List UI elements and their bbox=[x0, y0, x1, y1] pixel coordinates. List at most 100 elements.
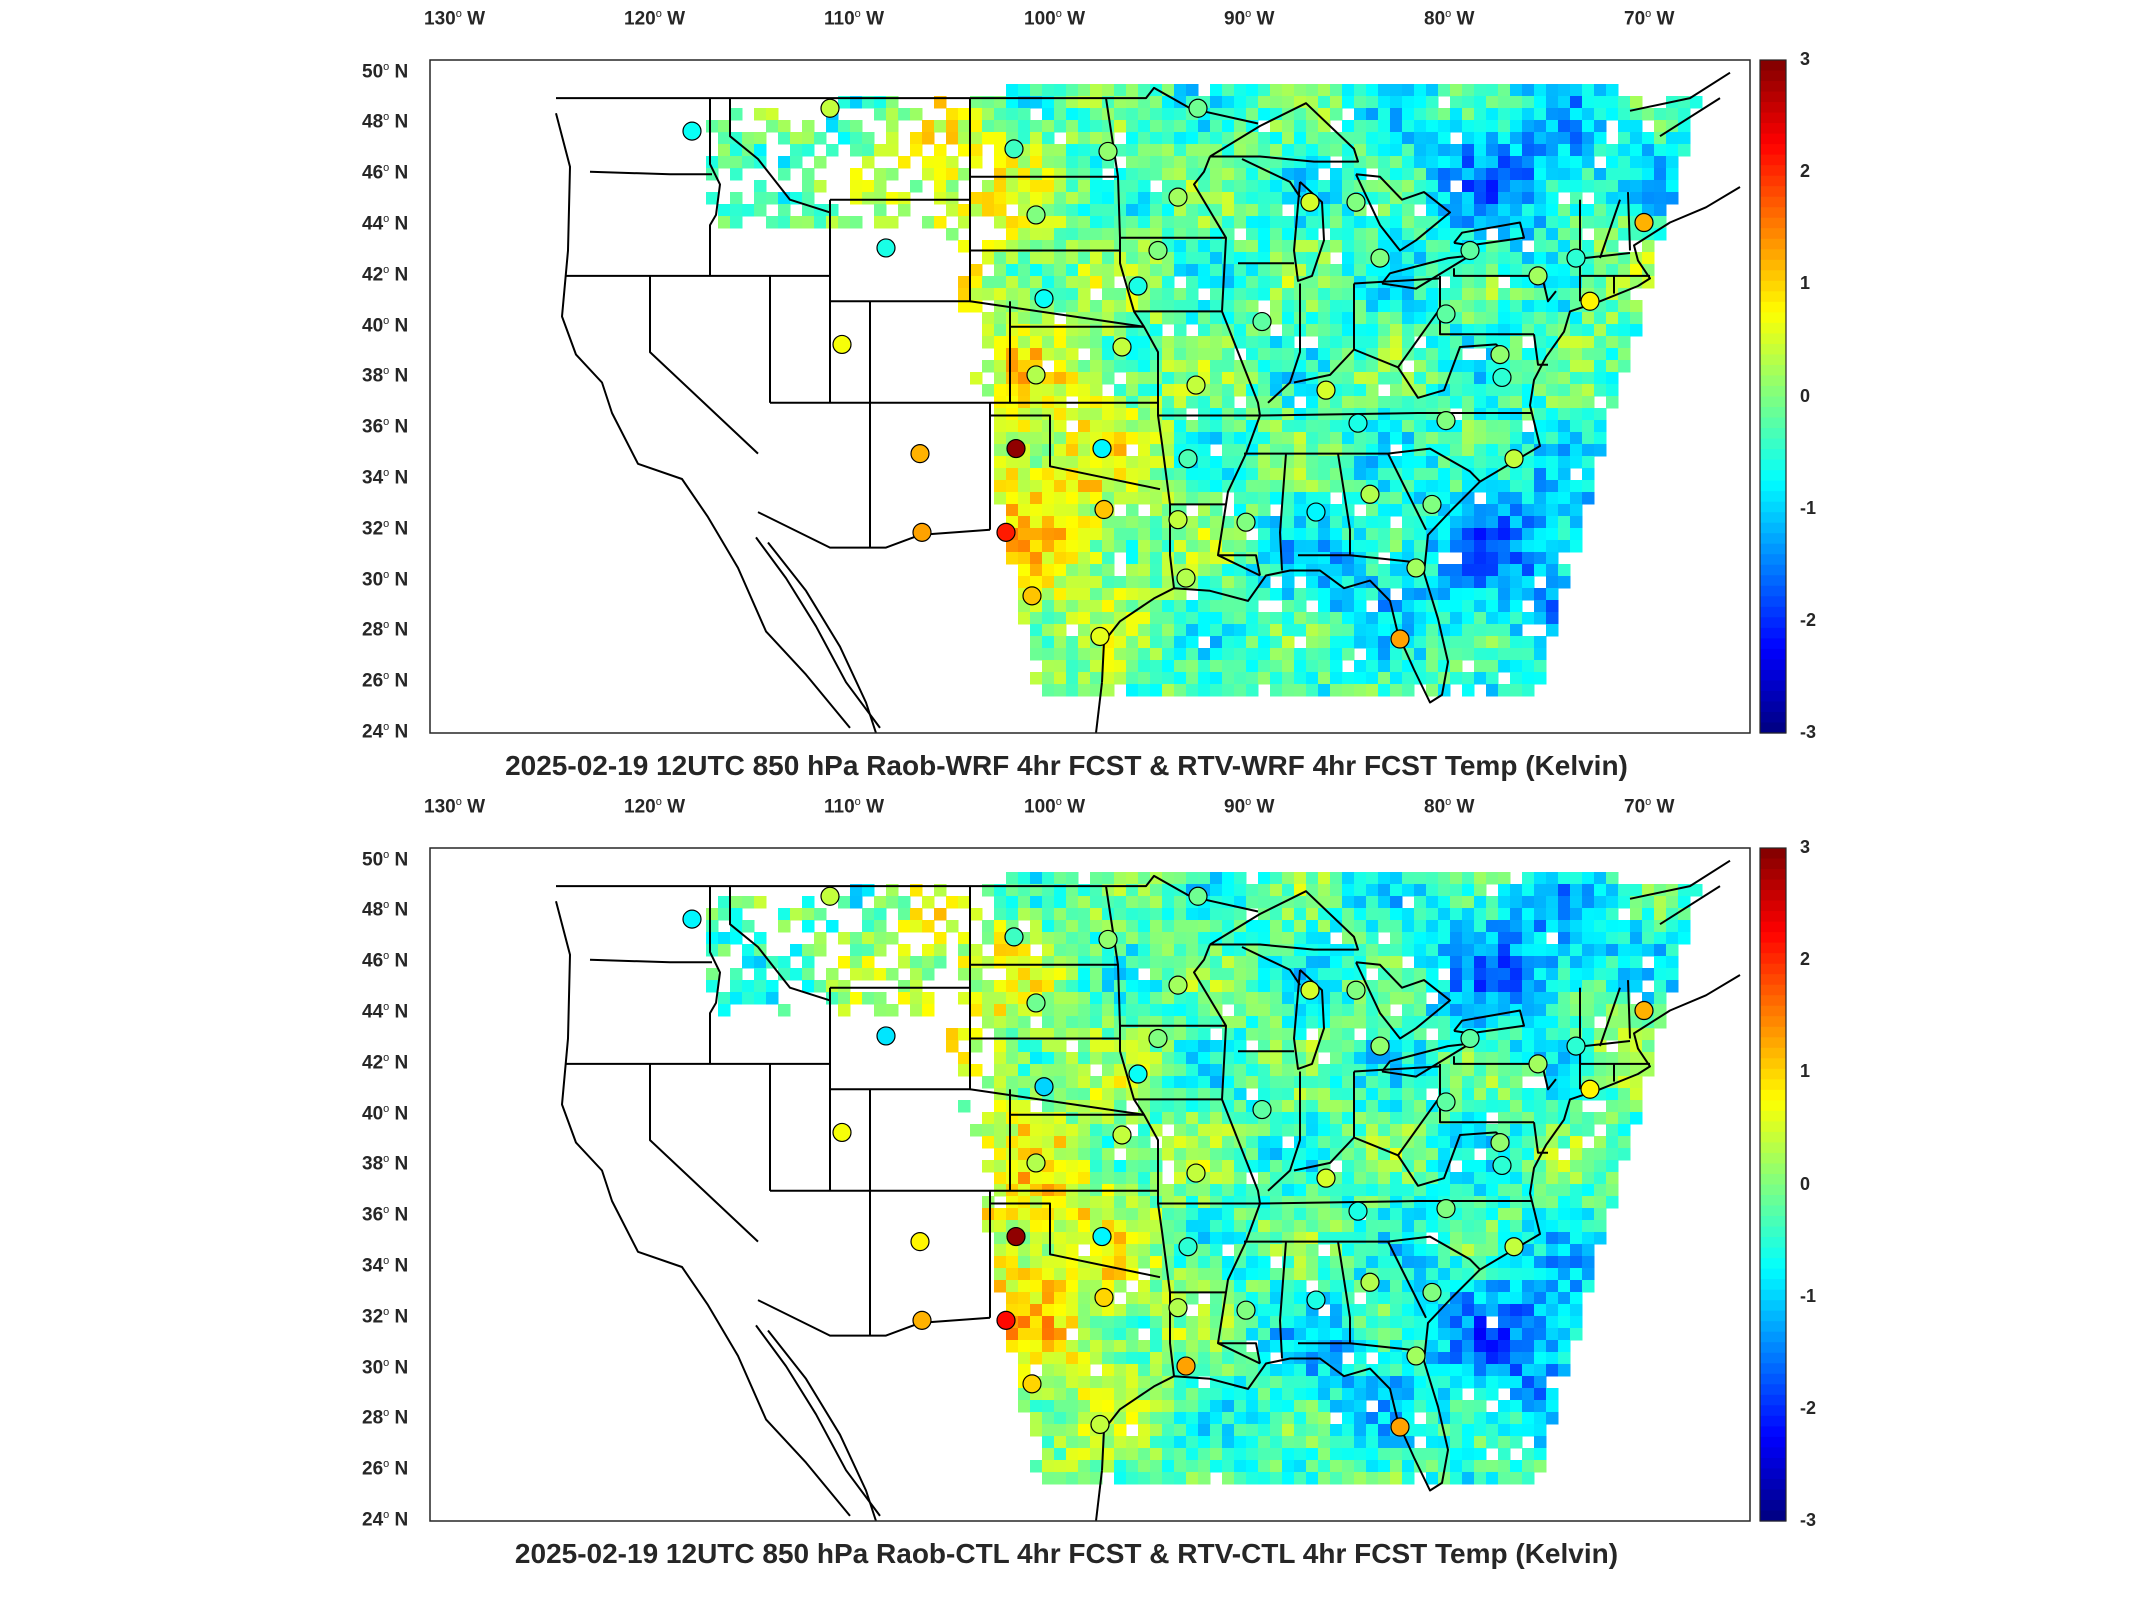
map-axes-frame bbox=[429, 59, 1751, 734]
raob-station-marker bbox=[1580, 291, 1600, 311]
raob-station-marker bbox=[682, 121, 702, 141]
raob-station-marker bbox=[1406, 1346, 1426, 1366]
raob-station-marker bbox=[1300, 192, 1320, 212]
raob-station-marker bbox=[1128, 276, 1148, 296]
longitude-tick-label: 80o W bbox=[1424, 796, 1475, 818]
raob-station-marker bbox=[1300, 980, 1320, 1000]
raob-station-marker bbox=[1306, 1290, 1326, 1310]
colorbar-tick-label: -2 bbox=[1800, 609, 1817, 630]
longitude-tick-label: 100o W bbox=[1024, 796, 1086, 818]
raob-station-marker bbox=[996, 522, 1016, 542]
raob-station-marker bbox=[1178, 1237, 1198, 1257]
raob-station-marker bbox=[1236, 1300, 1256, 1320]
raob-station-marker bbox=[1094, 499, 1114, 520]
raob-station-marker bbox=[1346, 980, 1366, 1000]
raob-station-marker bbox=[820, 886, 840, 906]
colorbar bbox=[1759, 847, 1787, 1522]
latitude-tick-label: 28o N bbox=[362, 1407, 409, 1429]
colorbar-tick-label: 1 bbox=[1800, 273, 1811, 294]
latitude-tick-label: 26o N bbox=[362, 670, 409, 692]
raob-station-marker bbox=[1316, 1168, 1336, 1188]
longitude-tick-label: 90o W bbox=[1224, 8, 1275, 30]
map-panel-bottom: 2025-02-19 12UTC 850 hPa Raob-CTL 4hr FC… bbox=[0, 788, 2133, 1588]
raob-station-marker bbox=[876, 238, 896, 258]
map-figure-top bbox=[429, 59, 1787, 734]
raob-station-marker bbox=[1178, 449, 1198, 469]
raob-station-marker bbox=[1168, 1298, 1188, 1318]
longitude-tick-label: 120o W bbox=[624, 796, 686, 818]
raob-station-marker bbox=[1026, 1153, 1046, 1173]
raob-station-marker bbox=[1026, 205, 1046, 225]
latitude-tick-label: 40o N bbox=[362, 314, 409, 336]
longitude-tick-label: 90o W bbox=[1224, 796, 1275, 818]
latitude-tick-label: 28o N bbox=[362, 619, 409, 641]
difference-field bbox=[706, 872, 1703, 1485]
raob-station-marker bbox=[1168, 187, 1188, 207]
raob-station-marker bbox=[876, 1026, 896, 1046]
longitude-tick-label: 70o W bbox=[1624, 796, 1675, 818]
raob-station-marker bbox=[832, 1122, 852, 1143]
raob-station-marker bbox=[1252, 1099, 1272, 1120]
latitude-tick-label: 42o N bbox=[362, 263, 409, 286]
latitude-tick-label: 44o N bbox=[362, 213, 409, 235]
colorbar-tick-label: 2 bbox=[1800, 161, 1811, 182]
longitude-tick-label: 100o W bbox=[1024, 8, 1086, 30]
latitude-tick-label: 34o N bbox=[362, 1255, 409, 1277]
raob-station-marker bbox=[1112, 337, 1132, 357]
raob-station-marker bbox=[1360, 484, 1380, 504]
raob-station-marker bbox=[996, 1310, 1016, 1330]
colorbar-tick-label: -3 bbox=[1800, 1510, 1817, 1530]
colorbar bbox=[1759, 59, 1787, 734]
latitude-tick-label: 48o N bbox=[362, 899, 409, 921]
raob-station-marker bbox=[1528, 266, 1548, 286]
raob-station-marker bbox=[1316, 380, 1336, 400]
raob-station-marker bbox=[1580, 1079, 1600, 1099]
colorbar-tick-label: -1 bbox=[1800, 497, 1817, 518]
raob-station-marker bbox=[1022, 586, 1042, 606]
raob-station-marker bbox=[1176, 1356, 1196, 1376]
raob-station-marker bbox=[1348, 1201, 1368, 1221]
raob-station-marker bbox=[1390, 629, 1410, 649]
raob-station-marker bbox=[1168, 975, 1188, 995]
colorbar-tick-label: -2 bbox=[1800, 1397, 1817, 1418]
raob-station-marker bbox=[1390, 1417, 1410, 1437]
latitude-tick-label: 34o N bbox=[362, 467, 409, 489]
map-title-top: 2025-02-19 12UTC 850 hPa Raob-WRF 4hr FC… bbox=[505, 750, 1628, 781]
raob-station-marker bbox=[912, 1310, 932, 1330]
raob-station-marker bbox=[1004, 139, 1024, 159]
colorbar-tick-label: 1 bbox=[1800, 1061, 1811, 1082]
map-figure-bottom bbox=[429, 847, 1787, 1522]
map-axes-frame bbox=[429, 847, 1751, 1522]
latitude-tick-label: 32o N bbox=[362, 517, 409, 540]
coastlines-and-state-borders bbox=[555, 71, 1741, 733]
raob-station-marker bbox=[1306, 502, 1326, 522]
colorbar-tick-label: 3 bbox=[1800, 49, 1811, 69]
latitude-tick-label: 32o N bbox=[362, 1305, 409, 1328]
latitude-tick-label: 44o N bbox=[362, 1001, 409, 1023]
raob-station-marker bbox=[912, 522, 932, 542]
raob-station-marker bbox=[1348, 413, 1368, 433]
raob-station-marker bbox=[1436, 1092, 1456, 1112]
colorbar-tick-label: 2 bbox=[1800, 949, 1811, 970]
raob-station-marker bbox=[1092, 438, 1112, 459]
raob-station-marker bbox=[1188, 98, 1208, 118]
longitude-tick-label: 120o W bbox=[624, 8, 686, 30]
latitude-tick-label: 38o N bbox=[362, 365, 409, 387]
raob-station-marker bbox=[1092, 1226, 1112, 1247]
raob-station-marker bbox=[832, 334, 852, 355]
raob-station-marker bbox=[1148, 1028, 1168, 1049]
raob-station-marker bbox=[1186, 375, 1206, 395]
latitude-tick-label: 50o N bbox=[362, 60, 409, 83]
raob-station-marker bbox=[1168, 510, 1188, 530]
raob-station-marker bbox=[1436, 1199, 1456, 1219]
colorbar-tick-label: -3 bbox=[1800, 722, 1817, 742]
raob-station-marker bbox=[1436, 411, 1456, 431]
coastlines-and-state-borders bbox=[555, 859, 1741, 1521]
raob-station-marker bbox=[1006, 438, 1026, 459]
raob-station-marker bbox=[1346, 192, 1366, 212]
longitude-tick-label: 80o W bbox=[1424, 8, 1475, 30]
colorbar-tick-label: -1 bbox=[1800, 1285, 1817, 1306]
raob-station-marker bbox=[1022, 1374, 1042, 1394]
raob-station-marker bbox=[1370, 248, 1390, 268]
raob-station-marker bbox=[1094, 1287, 1114, 1308]
